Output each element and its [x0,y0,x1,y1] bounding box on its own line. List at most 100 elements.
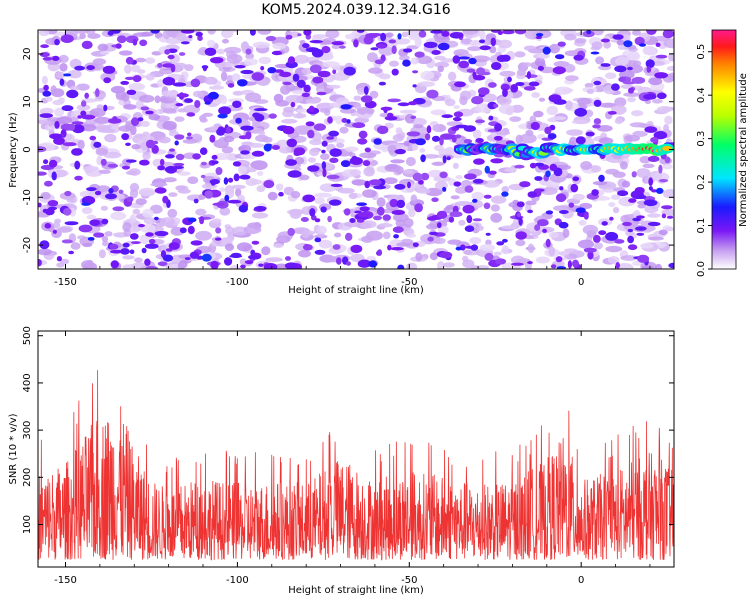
heatmap-noise-cell [497,30,503,35]
figure-title: KOM5.2024.039.12.34.G16 [261,2,450,18]
heatmap-noise-cell [349,169,361,177]
heatmap-noise-cell [444,98,456,107]
heatmap-noise-cell [452,162,459,169]
heatmap-noise-cell [658,179,669,183]
heatmap-noise-cell [162,195,169,204]
heatmap-noise-cell [442,155,447,164]
heatmap-noise-cell [656,106,673,113]
heatmap-noise-cell [135,198,147,206]
heatmap-noise-cell [647,155,660,162]
heatmap-noise-cell [664,156,671,164]
heatmap-noise-cell [192,90,204,98]
heatmap-noise-cell [622,221,632,227]
heatmap-noise-cell [368,260,378,268]
heatmap-noise-cell [326,84,341,89]
heatmap-noise-cell [232,90,244,96]
heatmap-noise-cell [77,115,82,119]
heatmap-noise-cell [227,199,242,204]
heatmap-noise-cell [566,129,584,136]
heatmap-noise-cell [433,176,452,182]
heatmap-noise-cell [368,67,383,74]
heatmap-noise-cell [639,43,646,47]
heatmap-noise-cell [48,159,58,168]
heatmap-noise-cell [346,261,351,266]
heatmap-noise-cell [167,54,175,60]
heatmap-noise-cell [61,239,73,244]
heatmap-noise-cell [207,39,216,48]
heatmap-noise-cell [322,61,340,68]
heatmap-noise-cell [592,124,601,129]
heatmap-noise-cell [74,65,85,71]
heatmap-noise-cell [339,126,349,134]
heatmap-noise-cell [128,82,146,91]
heatmap-noise-cell [459,95,468,106]
heatmap-noise-cell [374,59,385,65]
heatmap-noise-cell [267,67,277,74]
heatmap-noise-cell [110,249,124,254]
heatmap-noise-cell [559,210,569,214]
heatmap-noise-cell [603,40,611,49]
heatmap-noise-cell [145,232,154,237]
heatmap-noise-cell [245,92,262,103]
heatmap-noise-cell [248,254,260,260]
heatmap-noise-cell [452,55,461,64]
heatmap-noise-cell [536,33,544,37]
heatmap-noise-cell [530,121,540,131]
heatmap-noise-cell [307,129,315,139]
heatmap-noise-cell [662,163,673,170]
snr-y-axis-label: SNR (10 * v/v) [8,413,19,484]
heatmap-noise-cell [425,187,443,197]
heatmap-noise-cell [356,202,367,206]
heatmap-noise-cell [329,148,342,157]
heatmap-noise-cell [182,138,198,144]
heatmap-noise-cell [252,41,271,49]
heatmap-noise-cell [184,64,194,72]
heatmap-noise-cell [93,141,102,148]
heatmap-noise-cell [501,186,510,193]
heatmap-noise-cell [69,85,80,91]
heatmap-noise-cell [550,116,567,121]
heatmap-noise-cell [417,81,436,87]
heatmap-noise-cell [308,105,315,113]
heatmap-noise-cell [490,204,500,212]
heatmap-noise-cell [502,30,515,35]
heatmap-noise-cell [109,243,118,250]
heatmap-noise-cell [274,69,284,73]
heatmap-noise-cell [139,159,150,166]
heatmap-noise-cell [97,128,116,133]
heatmap-noise-cell [104,231,113,237]
heatmap-noise-cell [325,30,340,39]
heatmap-noise-cell [472,71,477,79]
heatmap-noise-cell [216,128,226,136]
heatmap-noise-cell [617,190,629,197]
heatmap-noise-cell [176,32,187,41]
heatmap-noise-cell [643,199,658,207]
heatmap-noise-cell [319,108,331,113]
heatmap-noise-cell [449,32,464,39]
heatmap-noise-cell [268,113,277,119]
heatmap-noise-cell [66,197,76,203]
heatmap-noise-cell [298,249,311,258]
heatmap-noise-cell [646,66,652,73]
heatmap-noise-cell [458,56,471,60]
heatmap-noise-cell [240,264,246,269]
heatmap-noise-cell [165,154,175,159]
heatmap-noise-cell [605,245,623,253]
heatmap-noise-cell [470,244,479,251]
heatmap-noise-cell [249,30,256,36]
heatmap-noise-cell [125,142,131,146]
heatmap-noise-cell [186,112,196,117]
heatmap-noise-cell [621,180,631,188]
heatmap-noise-cell [382,214,391,221]
heatmap-noise-cell [593,234,601,243]
heatmap-noise-cell [387,98,402,103]
heatmap-noise-cell [613,206,620,214]
heatmap-noise-cell [110,211,127,221]
heatmap-noise-cell [431,135,441,142]
heatmap-noise-cell [245,260,254,265]
heatmap-noise-cell [629,122,647,128]
heatmap-noise-cell [667,72,674,81]
heatmap-noise-cell [234,65,246,69]
heatmap-noise-cell [577,239,595,249]
heatmap-noise-cell [390,247,404,251]
